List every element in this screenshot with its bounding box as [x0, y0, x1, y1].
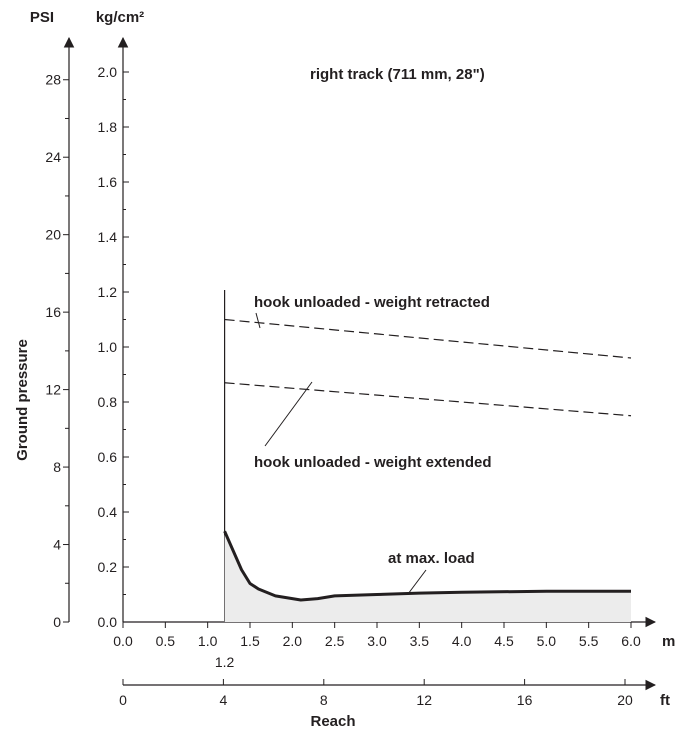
kgcm2-tick-label: 1.4 — [98, 229, 118, 245]
m-tick-label: 1.0 — [198, 633, 218, 649]
kgcm2-tick-label: 1.2 — [98, 284, 118, 300]
y-axis-title: Ground pressure — [14, 339, 31, 461]
ft-unit-label: ft — [660, 692, 670, 709]
leader-extended — [264, 381, 313, 447]
series-line-extended — [224, 382, 632, 417]
x-axis-title: Reach — [310, 713, 355, 730]
psi-tick-label: 28 — [45, 72, 61, 88]
m-tick-label: 6.0 — [621, 633, 641, 649]
m-unit-label: m — [662, 633, 675, 650]
kgcm2-tick-label: 0.4 — [98, 504, 118, 520]
leader-max-load — [407, 569, 427, 595]
series-label-extended: hook unloaded - weight extended — [254, 454, 492, 471]
ft-tick-label: 8 — [320, 692, 328, 708]
series-area-max-load — [224, 531, 631, 622]
psi-tick-label: 16 — [45, 304, 61, 320]
psi-axis-label: PSI — [30, 9, 54, 26]
ft-tick-label: 0 — [119, 692, 127, 708]
ft-tick-label: 20 — [617, 692, 633, 708]
kgcm2-tick-label: 1.8 — [98, 119, 118, 135]
kgcm2-tick-label: 1.0 — [98, 339, 118, 355]
kgcm2-tick-label: 0.6 — [98, 449, 118, 465]
psi-tick-label: 8 — [53, 459, 61, 475]
m-extra-tick-label: 1.2 — [215, 654, 235, 670]
m-tick-label: 4.0 — [452, 633, 472, 649]
kgcm2-tick-label: 0.8 — [98, 394, 118, 410]
m-tick-label: 1.5 — [240, 633, 260, 649]
series-label-max-load: at max. load — [388, 550, 475, 567]
psi-tick-label: 4 — [53, 537, 61, 553]
m-tick-label: 5.5 — [579, 633, 599, 649]
m-tick-label: 5.0 — [537, 633, 557, 649]
psi-tick-label: 12 — [45, 382, 61, 398]
m-tick-label: 4.5 — [494, 633, 514, 649]
ft-tick-label: 16 — [517, 692, 533, 708]
m-tick-label: 3.5 — [410, 633, 430, 649]
kgcm2-tick-label: 1.6 — [98, 174, 118, 190]
kgcm2-axis-label: kg/cm² — [96, 9, 144, 26]
m-tick-label: 0.0 — [113, 633, 133, 649]
series-line-max-load — [223, 530, 631, 602]
m-tick-label: 3.0 — [367, 633, 387, 649]
kgcm2-tick-label: 0.2 — [98, 559, 118, 575]
psi-tick-label: 24 — [45, 149, 61, 165]
psi-tick-label: 20 — [45, 227, 61, 243]
leader-retracted — [255, 312, 261, 329]
series-line-retracted — [224, 318, 632, 359]
chart-title: right track (711 mm, 28") — [310, 66, 485, 83]
m-tick-label: 2.5 — [325, 633, 345, 649]
kgcm2-tick-label: 0.0 — [98, 614, 118, 630]
kgcm2-tick-label: 2.0 — [98, 64, 118, 80]
ft-tick-label: 4 — [220, 692, 228, 708]
m-tick-label: 2.0 — [283, 633, 303, 649]
m-tick-label: 0.5 — [156, 633, 176, 649]
series-label-retracted: hook unloaded - weight retracted — [254, 294, 490, 311]
psi-tick-label: 0 — [53, 614, 61, 630]
ft-tick-label: 12 — [416, 692, 432, 708]
